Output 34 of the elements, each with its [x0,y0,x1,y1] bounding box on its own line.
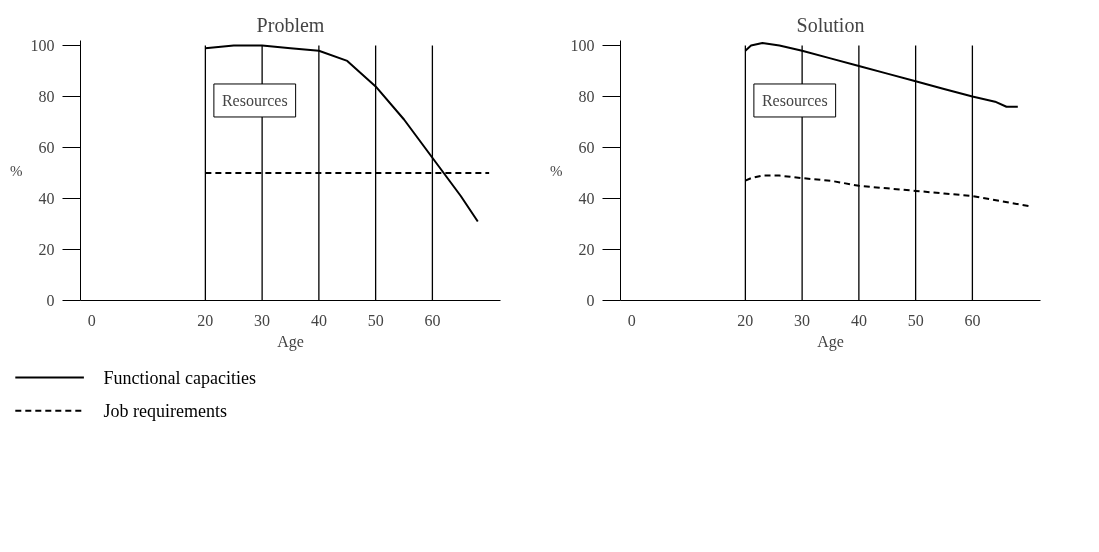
y-tick-label: 20 [38,241,55,259]
y-tick-label: 20 [578,241,595,259]
annotation: Resources [221,91,288,109]
x-axis-title: Age [277,332,304,351]
x-tick-label: 50 [907,311,924,329]
x-tick-label: 20 [737,311,754,329]
legend-label: Functional capacities [103,367,256,388]
y-tick-label: 0 [586,292,595,309]
y-axis-title: % [10,162,23,179]
legend-label: Job requirements [103,400,227,421]
y-axis-title: % [550,162,563,179]
y-tick-label: 80 [578,88,595,106]
x-axis-title: Age [817,332,844,351]
chart-title: Problem [256,13,325,36]
chart-title: Solution [796,13,865,36]
x-tick-label: 30 [794,311,811,329]
y-tick-label: 40 [578,190,595,208]
y-tick-label: 40 [38,190,55,208]
annotation: Resources [761,91,828,109]
x-tick-label: 50 [367,311,384,329]
y-tick-label: 100 [30,37,55,55]
y-tick-label: 0 [46,292,55,309]
x-tick-label: 40 [310,311,327,329]
x-tick-label: 60 [424,311,441,329]
y-tick-label: 100 [570,37,595,55]
x-tick-label: 20 [197,311,214,329]
x-tick-label: 60 [964,311,981,329]
y-tick-label: 60 [578,139,595,157]
x-tick-label: 40 [850,311,867,329]
y-tick-label: 80 [38,88,55,106]
x-tick-label: 0 [627,311,636,329]
x-tick-label: 30 [254,311,271,329]
y-tick-label: 60 [38,139,55,157]
x-tick-label: 0 [87,311,96,329]
